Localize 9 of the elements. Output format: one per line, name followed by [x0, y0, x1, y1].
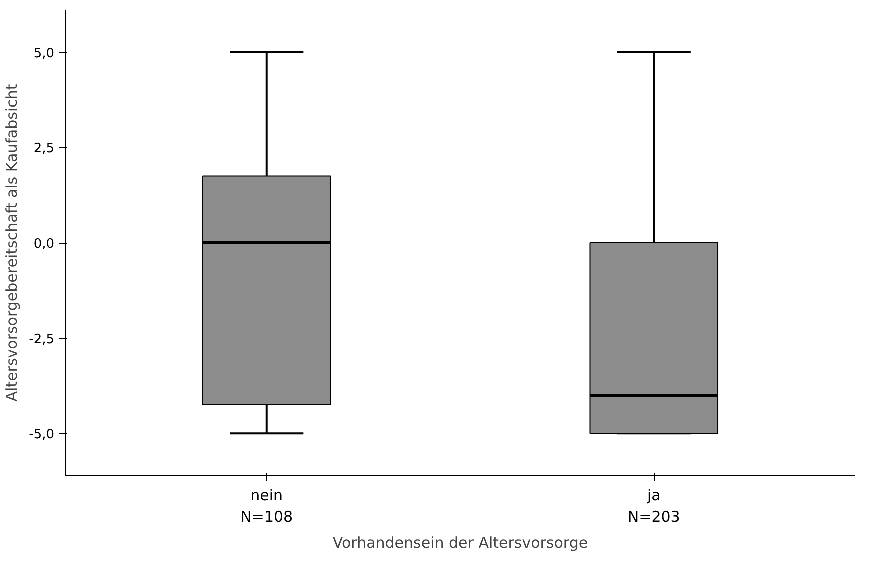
x-tick-label: ja N=203	[628, 486, 680, 526]
y-tick-label: -5,0	[29, 428, 55, 443]
x-axis-title: Vorhandensein der Altersvorsorge	[332, 534, 588, 552]
y-tick-label: 2,5	[34, 142, 55, 157]
y-tick-label: 5,0	[34, 46, 55, 62]
y-tick-label: 0,0	[34, 237, 55, 252]
x-tick-label: nein N=108	[240, 486, 294, 526]
y-tick-label: -2,5	[29, 332, 55, 348]
y-axis-title: Altersvorsorgebereitschaft als Kaufabsicht	[3, 84, 22, 402]
